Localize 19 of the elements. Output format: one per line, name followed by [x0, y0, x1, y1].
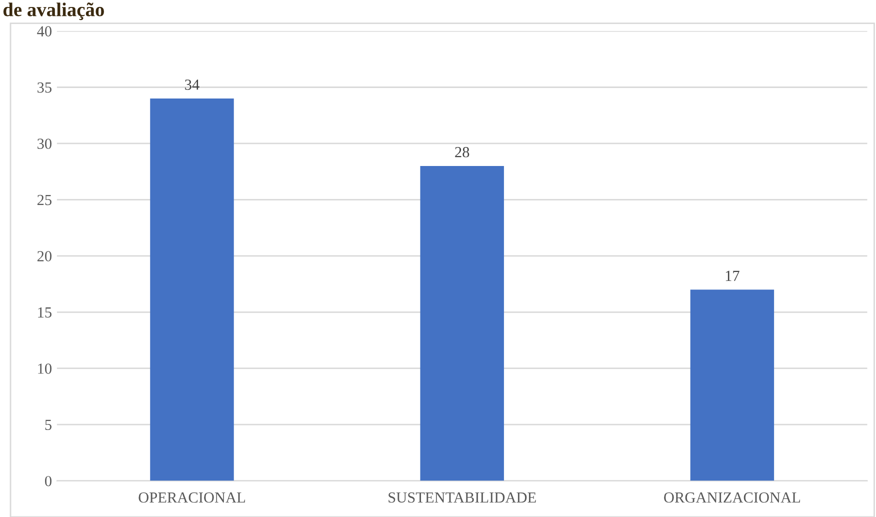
- bar: [690, 290, 774, 481]
- x-tick-label: OPERACIONAL: [138, 492, 245, 503]
- bar: [150, 98, 234, 481]
- y-tick-label: 20: [37, 251, 52, 262]
- y-tick-label: 0: [45, 476, 52, 486]
- chart-title: de avaliação: [3, 2, 104, 20]
- y-tick-label: 15: [38, 307, 52, 318]
- x-tick-label: SUSTENTABILIDADE: [388, 492, 536, 503]
- bar: [420, 166, 504, 481]
- data-label: 17: [726, 270, 740, 281]
- y-tick-label: 10: [38, 364, 52, 374]
- x-tick-label: ORGANIZACIONAL: [664, 492, 800, 503]
- y-tick-label: 25: [37, 194, 52, 206]
- data-label: 28: [455, 146, 470, 158]
- data-label: 34: [185, 80, 200, 90]
- y-tick-label: 5: [45, 420, 52, 430]
- y-tick-label: 30: [38, 138, 52, 149]
- y-tick-label: 40: [37, 26, 52, 36]
- y-tick-label: 35: [38, 82, 52, 93]
